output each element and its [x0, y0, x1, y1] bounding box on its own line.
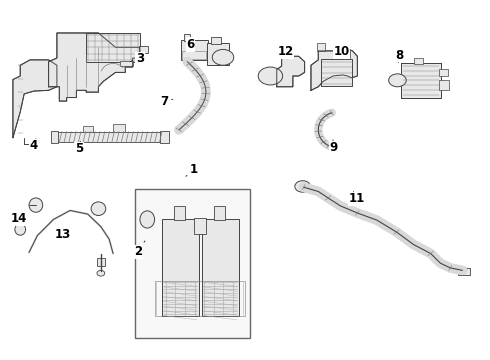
Bar [401, 63, 441, 98]
Bar [57, 132, 162, 142]
Bar [181, 40, 208, 60]
Text: 11: 11 [348, 192, 365, 205]
Bar [211, 37, 220, 44]
Circle shape [212, 49, 234, 65]
Bar [160, 131, 169, 143]
Bar [86, 33, 140, 62]
Text: 4: 4 [30, 139, 38, 152]
Bar [139, 45, 148, 53]
Bar [51, 131, 58, 143]
Text: 2: 2 [134, 241, 145, 258]
Bar [278, 50, 284, 56]
Polygon shape [277, 56, 305, 87]
Bar [202, 220, 239, 316]
Bar [401, 63, 441, 98]
Text: 12: 12 [277, 45, 294, 59]
Bar [162, 220, 198, 316]
Circle shape [258, 67, 283, 85]
Bar [174, 206, 185, 220]
Text: 3: 3 [130, 52, 144, 65]
Circle shape [389, 74, 406, 87]
Bar [458, 268, 470, 275]
Bar [98, 258, 105, 266]
Bar [318, 43, 325, 51]
Bar [194, 218, 206, 234]
Ellipse shape [15, 224, 25, 235]
Bar [214, 206, 225, 220]
Bar [440, 69, 448, 76]
Ellipse shape [140, 211, 155, 228]
Bar [121, 60, 133, 66]
Bar [83, 126, 93, 132]
Text: 10: 10 [334, 45, 350, 59]
Bar [135, 189, 250, 338]
Bar [155, 282, 245, 316]
Bar [113, 125, 125, 132]
Text: 8: 8 [395, 49, 404, 62]
Bar [440, 80, 449, 90]
Circle shape [295, 181, 311, 192]
Polygon shape [311, 48, 357, 90]
Text: 13: 13 [55, 228, 72, 241]
Circle shape [97, 270, 105, 276]
Bar [184, 35, 190, 41]
Text: 5: 5 [75, 141, 83, 155]
Ellipse shape [29, 198, 43, 212]
Text: 7: 7 [160, 95, 172, 108]
Bar [321, 59, 352, 86]
Bar [182, 51, 206, 59]
Bar [414, 58, 423, 64]
Text: 1: 1 [186, 163, 198, 176]
Polygon shape [13, 60, 57, 138]
Bar [342, 50, 349, 58]
Text: 14: 14 [11, 212, 27, 225]
Polygon shape [49, 33, 140, 101]
Text: 6: 6 [186, 38, 195, 51]
Ellipse shape [91, 202, 106, 216]
Text: 9: 9 [330, 140, 338, 154]
Bar [207, 43, 229, 65]
